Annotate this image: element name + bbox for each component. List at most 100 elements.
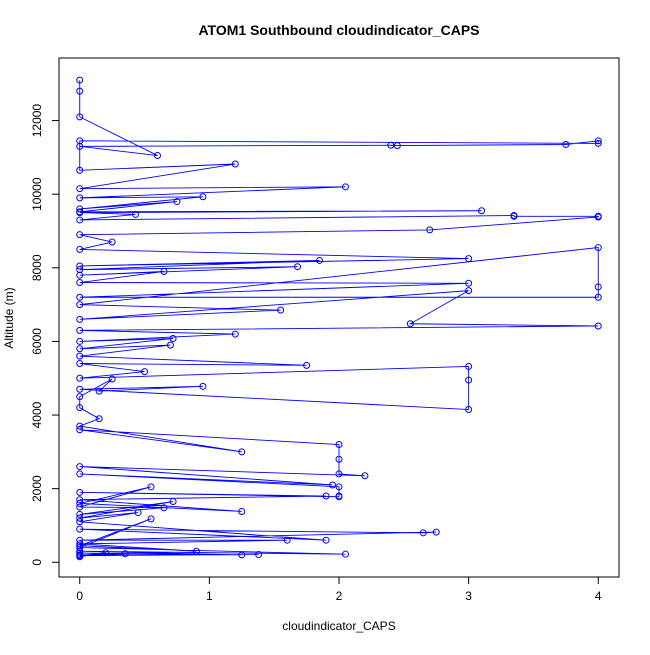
- data-point: [419, 529, 427, 537]
- data-point: [76, 503, 84, 511]
- data-point: [465, 287, 473, 295]
- data-point: [199, 193, 207, 201]
- data-point: [303, 361, 311, 369]
- data-point: [76, 315, 84, 323]
- chart-title: ATOM1 Southbound cloudindicator_CAPS: [198, 22, 479, 38]
- data-point: [231, 160, 239, 168]
- data-point: [76, 374, 84, 382]
- data-point: [76, 470, 84, 478]
- data-point: [95, 387, 103, 395]
- data-point: [76, 496, 84, 504]
- data-point: [393, 142, 401, 150]
- data-point: [594, 283, 602, 291]
- data-point: [76, 393, 84, 401]
- data-point: [465, 255, 473, 263]
- data-point: [76, 404, 84, 412]
- data-point: [166, 341, 174, 349]
- data-point: [465, 406, 473, 414]
- data-point: [147, 483, 155, 491]
- data-point: [361, 472, 369, 480]
- data-point: [76, 194, 84, 202]
- data-point: [121, 550, 129, 558]
- data-line: [77, 80, 599, 558]
- data-point: [141, 368, 149, 376]
- data-point: [335, 483, 343, 491]
- data-point: [238, 551, 246, 559]
- data-point: [387, 141, 395, 149]
- x-tick-label: 2: [336, 589, 343, 603]
- data-point: [465, 376, 473, 384]
- data-point: [238, 448, 246, 456]
- x-tick-label: 0: [76, 589, 83, 603]
- data-point: [76, 549, 84, 557]
- data-point: [192, 547, 200, 555]
- data-point: [134, 509, 142, 517]
- data-point: [199, 382, 207, 390]
- data-point: [478, 207, 486, 215]
- data-point: [160, 267, 168, 275]
- y-tick-label: 10000: [30, 177, 44, 211]
- data-point: [316, 256, 324, 264]
- data-point: [594, 139, 602, 147]
- data-point: [173, 198, 181, 206]
- data-point: [76, 337, 84, 345]
- data-point: [76, 87, 84, 95]
- data-point: [76, 113, 84, 121]
- data-point: [594, 322, 602, 330]
- data-point: [76, 360, 84, 368]
- data-point: [426, 226, 434, 234]
- data-point: [406, 320, 414, 328]
- data-point: [76, 540, 84, 548]
- x-tick-label: 1: [206, 589, 213, 603]
- data-point: [465, 362, 473, 370]
- data-point: [76, 76, 84, 84]
- data-point: [341, 550, 349, 558]
- data-point: [76, 279, 84, 287]
- data-point: [510, 212, 518, 220]
- data-point: [76, 426, 84, 434]
- x-axis-label: cloudindicator_CAPS: [282, 619, 395, 633]
- data-point: [76, 514, 84, 522]
- data-point: [76, 137, 84, 145]
- data-point: [76, 231, 84, 239]
- y-tick-label: 12000: [30, 104, 44, 138]
- data-point: [465, 279, 473, 287]
- data-point: [594, 213, 602, 221]
- data-point: [76, 216, 84, 224]
- data-point: [594, 293, 602, 301]
- data-point: [76, 488, 84, 496]
- y-tick-label: 0: [30, 559, 44, 566]
- x-tick-label: 3: [465, 589, 472, 603]
- data-point: [76, 166, 84, 174]
- data-point: [76, 301, 84, 309]
- data-point: [294, 263, 302, 271]
- data-point: [76, 326, 84, 334]
- data-point: [160, 504, 168, 512]
- data-point: [335, 455, 343, 463]
- data-point: [76, 271, 84, 279]
- data-point: [329, 481, 337, 489]
- data-point: [594, 137, 602, 145]
- data-point: [277, 306, 285, 314]
- y-tick-label: 6000: [30, 328, 44, 355]
- data-point: [169, 498, 177, 506]
- data-point: [76, 463, 84, 471]
- y-tick-label: 2000: [30, 475, 44, 502]
- data-point: [76, 385, 84, 393]
- data-point: [335, 470, 343, 478]
- data-point: [108, 375, 116, 383]
- data-point: [76, 518, 84, 526]
- data-point: [76, 262, 84, 270]
- y-tick-label: 8000: [30, 254, 44, 281]
- data-point: [147, 515, 155, 523]
- data-point: [335, 493, 343, 501]
- data-point: [154, 152, 162, 160]
- data-point: [76, 293, 84, 301]
- data-point: [108, 238, 116, 246]
- data-point: [95, 415, 103, 423]
- data-point: [76, 245, 84, 253]
- data-point: [76, 209, 84, 217]
- data-point: [231, 330, 239, 338]
- y-axis-label: Altitude (m): [2, 287, 16, 348]
